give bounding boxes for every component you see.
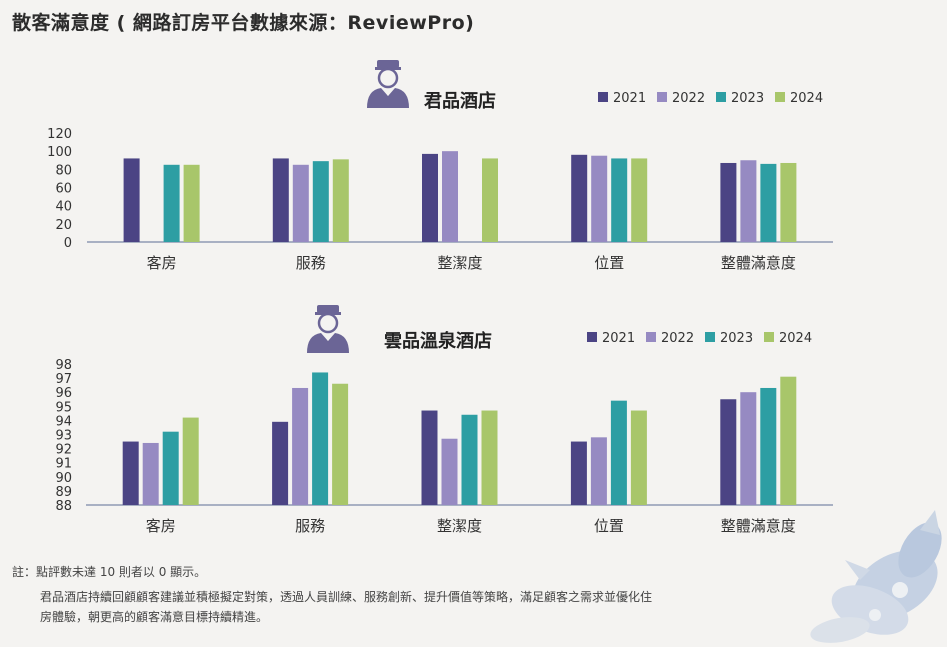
bar-客房-2021 <box>122 441 139 505</box>
chart-yunpin: 雲品溫泉酒店 2021 2022 2023 2024 989796959493929190… <box>55 305 833 535</box>
y-tick-label: 40 <box>55 200 72 215</box>
bar-位置-2021 <box>570 441 587 505</box>
bar-位置-2023 <box>610 400 627 505</box>
legend-swatch-2023 <box>716 92 726 102</box>
bar-整體滿意度-2023 <box>760 163 777 242</box>
category-label: 服務 <box>296 254 326 272</box>
bar-位置-2021 <box>571 154 588 242</box>
description-line-2: 房體驗，朝更高的顧客滿意目標持續精進。 <box>40 610 269 624</box>
bar-服務-2023 <box>312 372 329 505</box>
category-label: 整體滿意度 <box>721 254 796 272</box>
category-label: 整潔度 <box>437 517 482 535</box>
bar-位置-2024 <box>631 158 648 242</box>
legend-label-2021: 2021 <box>602 331 635 346</box>
bar-位置-2024 <box>630 410 647 505</box>
category-label: 服務 <box>295 517 325 535</box>
footnote: 註：點評數未達 10 則者以 0 顯示。 <box>12 565 207 579</box>
chart-title: 君品酒店 <box>424 90 496 112</box>
legend-swatch-2021 <box>598 92 608 102</box>
bar-整體滿意度-2024 <box>780 376 797 505</box>
y-tick-label: 60 <box>55 182 72 197</box>
bar-整潔度-2023 <box>461 414 478 505</box>
y-tick-label: 20 <box>55 218 72 233</box>
legend-label-2022: 2022 <box>672 91 705 106</box>
y-tick-label: 96 <box>55 386 72 401</box>
category-label: 客房 <box>147 254 177 272</box>
bar-整體滿意度-2024 <box>780 162 797 242</box>
legend-label-2023: 2023 <box>731 91 764 106</box>
bar-整體滿意度-2022 <box>740 392 757 505</box>
legend-label-2024: 2024 <box>779 331 812 346</box>
category-label: 整體滿意度 <box>721 517 796 535</box>
bellhop-icon <box>367 60 409 108</box>
flower-decoration <box>810 510 942 643</box>
bar-整潔度-2022 <box>441 438 458 505</box>
bar-整潔度-2022 <box>442 151 458 242</box>
category-label: 整潔度 <box>437 254 482 272</box>
bar-服務-2024 <box>332 383 349 505</box>
bar-位置-2022 <box>591 155 608 242</box>
bar-服務-2021 <box>272 421 289 505</box>
legend-swatch-2021 <box>587 332 597 342</box>
description-text: 君品酒店持續回顧顧客建議並積極擬定對策，透過人員訓練、服務創新、提升價值等策略，… <box>40 587 800 627</box>
y-tick-label: 88 <box>55 499 72 514</box>
bar-整體滿意度-2021 <box>720 399 737 505</box>
bar-客房-2022 <box>142 442 159 505</box>
legend-label-2023: 2023 <box>720 331 753 346</box>
category-label: 位置 <box>594 517 624 535</box>
legend-swatch-2022 <box>657 92 667 102</box>
y-tick-label: 100 <box>47 145 72 160</box>
bar-整潔度-2024 <box>481 410 498 505</box>
bar-整體滿意度-2023 <box>760 387 777 505</box>
bellhop-icon <box>307 305 349 353</box>
y-tick-label: 90 <box>55 471 72 486</box>
bar-服務-2023 <box>312 161 329 242</box>
bar-位置-2022 <box>590 437 607 505</box>
legend-label-2021: 2021 <box>613 91 646 106</box>
y-tick-label: 95 <box>55 400 72 415</box>
bar-整潔度-2021 <box>422 153 438 242</box>
bar-位置-2023 <box>611 158 628 242</box>
bar-整體滿意度-2022 <box>740 160 757 242</box>
bar-客房-2021 <box>123 158 140 242</box>
y-tick-label: 94 <box>55 414 72 429</box>
description-line-1: 君品酒店持續回顧顧客建議並積極擬定對策，透過人員訓練、服務創新、提升價值等策略，… <box>40 590 653 604</box>
bar-客房-2024 <box>183 164 200 242</box>
bar-客房-2024 <box>182 417 199 505</box>
y-tick-label: 120 <box>47 127 72 142</box>
bar-服務-2024 <box>332 159 349 242</box>
bar-客房-2023 <box>163 164 180 242</box>
legend-label-2024: 2024 <box>790 91 823 106</box>
legend-label-2022: 2022 <box>661 331 694 346</box>
legend-swatch-2024 <box>764 332 774 342</box>
y-tick-label: 89 <box>55 485 72 500</box>
bar-整潔度-2021 <box>421 410 438 505</box>
bar-客房-2023 <box>162 431 179 505</box>
bar-服務-2022 <box>292 387 309 505</box>
y-tick-label: 80 <box>55 163 72 178</box>
category-label: 位置 <box>594 254 624 272</box>
category-label: 客房 <box>146 517 176 535</box>
chart-junpin: 君品酒店 2021 2022 2023 2024 120 100 80 60 40 20 0 客房 服務 整… <box>47 60 833 272</box>
y-tick-label: 0 <box>64 236 72 251</box>
legend-swatch-2024 <box>775 92 785 102</box>
legend-swatch-2023 <box>705 332 715 342</box>
bar-服務-2021 <box>272 158 289 242</box>
y-tick-label: 91 <box>55 457 72 472</box>
y-tick-label: 98 <box>55 358 72 373</box>
page-title: 散客滿意度 ( 網路訂房平台數據來源：ReviewPro) <box>12 12 475 34</box>
y-tick-label: 92 <box>55 443 72 458</box>
y-tick-label: 93 <box>55 429 72 444</box>
bar-整體滿意度-2021 <box>720 162 737 242</box>
y-tick-label: 97 <box>55 372 72 387</box>
legend-swatch-2022 <box>646 332 656 342</box>
bar-服務-2022 <box>292 164 309 242</box>
bar-整潔度-2024 <box>482 158 498 242</box>
chart-title: 雲品溫泉酒店 <box>384 330 492 352</box>
